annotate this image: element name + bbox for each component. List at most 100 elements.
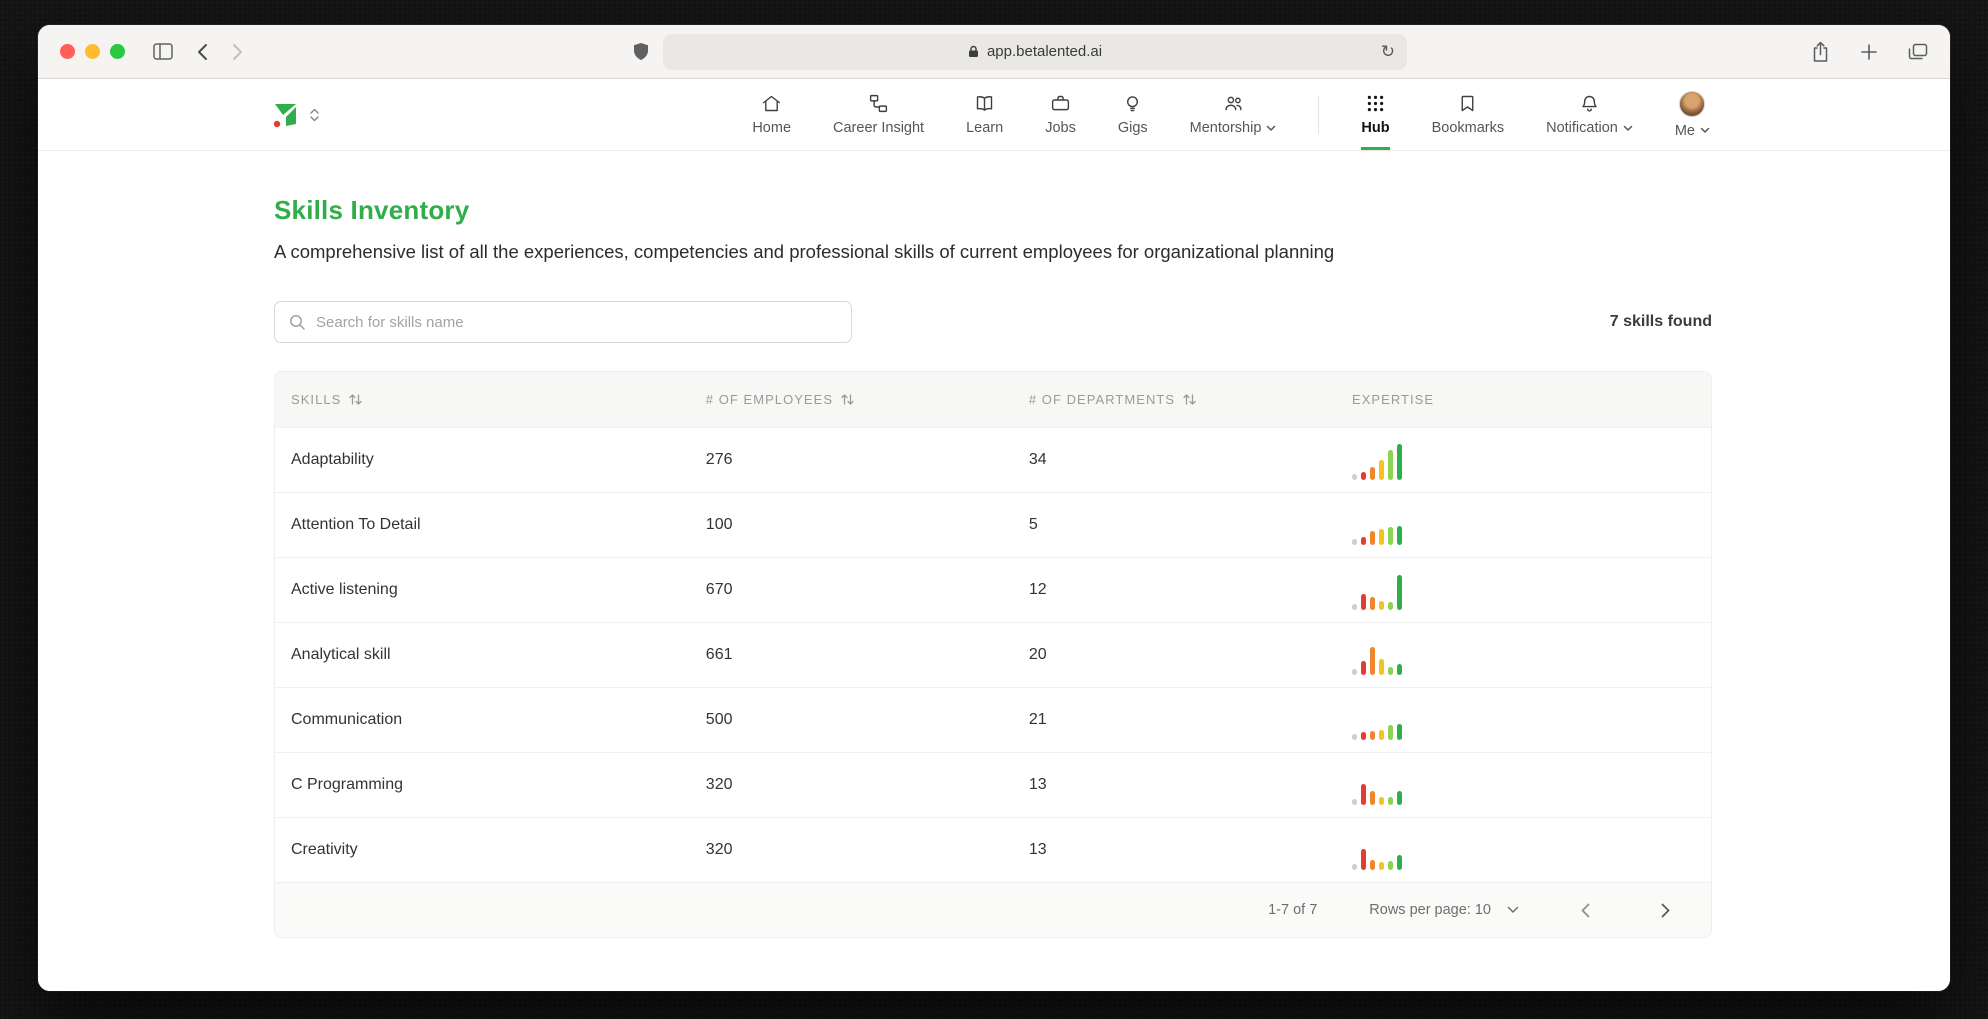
page-content: Skills Inventory A comprehensive list of… bbox=[38, 151, 1950, 991]
new-tab-icon[interactable] bbox=[1860, 43, 1878, 61]
user-avatar bbox=[1679, 90, 1706, 117]
expertise-chart bbox=[1351, 440, 1711, 480]
departments-count: 13 bbox=[1028, 841, 1047, 858]
expertise-chart bbox=[1351, 635, 1711, 675]
table-header-row: SKILLS # OF EMPLOYEES # OF DEPARTMENTS bbox=[275, 372, 1711, 427]
privacy-shield-icon[interactable] bbox=[633, 42, 649, 61]
employees-count: 320 bbox=[705, 841, 733, 858]
sidebar-toggle-icon[interactable] bbox=[153, 43, 173, 60]
table-row[interactable]: Adaptability 276 34 bbox=[275, 427, 1711, 492]
nav-item-hub[interactable]: Hub bbox=[1361, 79, 1390, 150]
nav-label: Me bbox=[1674, 122, 1695, 139]
table-row[interactable]: Creativity 320 13 bbox=[275, 817, 1711, 882]
main-nav: Home Career Insight Learn Jobs bbox=[752, 79, 1710, 150]
nav-item-mentorship[interactable]: Mentorship bbox=[1190, 79, 1277, 150]
departments-count: 20 bbox=[1028, 646, 1047, 663]
employees-count: 670 bbox=[705, 581, 733, 598]
nav-item-gigs[interactable]: Gigs bbox=[1118, 79, 1148, 150]
nav-item-me[interactable]: Me bbox=[1675, 79, 1710, 150]
page-title: Skills Inventory bbox=[274, 195, 470, 225]
nav-label: Hub bbox=[1361, 120, 1390, 136]
notification-bell-icon bbox=[1579, 93, 1600, 114]
workspace-switcher-icon[interactable] bbox=[309, 107, 320, 123]
results-count: 7 skills found bbox=[1609, 313, 1712, 330]
column-header-skills[interactable]: SKILLS bbox=[275, 392, 706, 407]
forward-icon[interactable] bbox=[232, 43, 243, 61]
page-subtitle: A comprehensive list of all the experien… bbox=[274, 241, 1335, 262]
skills-search-box[interactable] bbox=[274, 301, 852, 343]
column-header-expertise: EXPERTISE bbox=[1351, 392, 1435, 407]
skill-name: Creativity bbox=[291, 841, 358, 858]
expertise-chart bbox=[1351, 700, 1711, 740]
sort-icon[interactable] bbox=[348, 393, 363, 406]
tabs-overview-icon[interactable] bbox=[1908, 43, 1928, 61]
search-icon bbox=[289, 314, 306, 331]
table-row[interactable]: Analytical skill 661 20 bbox=[275, 622, 1711, 687]
departments-count: 21 bbox=[1028, 711, 1047, 728]
table-row[interactable]: Communication 500 21 bbox=[275, 687, 1711, 752]
gigs-icon bbox=[1122, 93, 1143, 114]
expertise-chart bbox=[1351, 830, 1711, 870]
back-icon[interactable] bbox=[197, 43, 208, 61]
search-input[interactable] bbox=[316, 313, 837, 331]
nav-item-notification[interactable]: Notification bbox=[1546, 79, 1633, 150]
nav-label: Learn bbox=[966, 120, 1004, 136]
hub-icon bbox=[1365, 93, 1386, 114]
next-page-button[interactable] bbox=[1651, 896, 1679, 924]
chevron-down-icon bbox=[1266, 125, 1276, 132]
url-text: app.betalented.ai bbox=[986, 43, 1103, 60]
column-header-employees[interactable]: # OF EMPLOYEES bbox=[706, 392, 1029, 407]
address-bar[interactable]: app.betalented.ai ↻ bbox=[663, 33, 1407, 70]
employees-count: 661 bbox=[705, 646, 733, 663]
mentorship-icon bbox=[1223, 93, 1244, 114]
career-insight-icon bbox=[868, 93, 889, 114]
previous-page-button[interactable] bbox=[1571, 896, 1599, 924]
employees-count: 320 bbox=[705, 776, 733, 793]
chevron-down-icon bbox=[1507, 906, 1519, 914]
rows-per-page-select[interactable]: Rows per page: 10 bbox=[1369, 902, 1519, 918]
nav-item-learn[interactable]: Learn bbox=[966, 79, 1003, 150]
sort-icon[interactable] bbox=[1182, 393, 1197, 406]
nav-item-home[interactable]: Home bbox=[752, 79, 791, 150]
minimize-window-button[interactable] bbox=[85, 44, 100, 59]
skill-name: Communication bbox=[291, 711, 403, 728]
expertise-chart bbox=[1351, 570, 1711, 610]
sort-icon[interactable] bbox=[840, 393, 855, 406]
departments-count: 5 bbox=[1028, 516, 1038, 533]
skill-name: Active listening bbox=[291, 581, 398, 598]
browser-window: app.betalented.ai ↻ bbox=[38, 25, 1950, 991]
window-controls bbox=[60, 44, 125, 59]
skill-name: Adaptability bbox=[291, 451, 374, 468]
zoom-window-button[interactable] bbox=[110, 44, 125, 59]
employees-count: 500 bbox=[705, 711, 733, 728]
home-icon bbox=[761, 93, 782, 114]
skills-table: SKILLS # OF EMPLOYEES # OF DEPARTMENTS bbox=[274, 371, 1712, 938]
table-row[interactable]: C Programming 320 13 bbox=[275, 752, 1711, 817]
site-header: Home Career Insight Learn Jobs bbox=[38, 79, 1950, 151]
reload-icon[interactable]: ↻ bbox=[1380, 42, 1395, 61]
nav-label: Bookmarks bbox=[1431, 120, 1505, 136]
nav-label: Jobs bbox=[1045, 120, 1076, 136]
expertise-chart bbox=[1351, 765, 1711, 805]
skill-name: Attention To Detail bbox=[291, 516, 421, 533]
nav-divider bbox=[1318, 95, 1320, 134]
share-icon[interactable] bbox=[1811, 41, 1830, 63]
nav-item-bookmarks[interactable]: Bookmarks bbox=[1431, 79, 1505, 150]
chevron-down-icon bbox=[1623, 125, 1633, 132]
nav-label: Mentorship bbox=[1189, 120, 1262, 136]
nav-label: Gigs bbox=[1117, 120, 1148, 136]
betalented-logo-icon[interactable] bbox=[270, 100, 300, 130]
close-window-button[interactable] bbox=[60, 44, 75, 59]
skill-name: C Programming bbox=[291, 776, 404, 793]
nav-label: Notification bbox=[1546, 120, 1618, 136]
pagination-range: 1-7 of 7 bbox=[1268, 902, 1318, 918]
chevron-down-icon bbox=[1700, 127, 1710, 134]
nav-label: Career Insight bbox=[833, 120, 925, 136]
nav-item-jobs[interactable]: Jobs bbox=[1045, 79, 1076, 150]
nav-item-career-insight[interactable]: Career Insight bbox=[833, 79, 924, 150]
table-row[interactable]: Attention To Detail 100 5 bbox=[275, 492, 1711, 557]
table-row[interactable]: Active listening 670 12 bbox=[275, 557, 1711, 622]
nav-label: Home bbox=[752, 120, 792, 136]
column-header-departments[interactable]: # OF DEPARTMENTS bbox=[1029, 392, 1352, 407]
employees-count: 100 bbox=[705, 516, 733, 533]
